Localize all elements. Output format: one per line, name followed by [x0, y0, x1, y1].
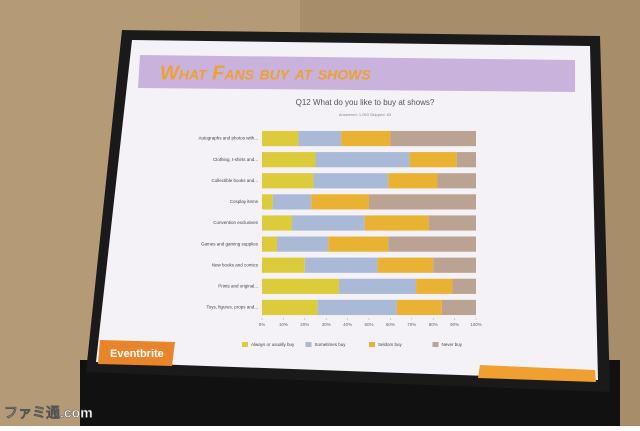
- x-tick-label: 40%: [343, 322, 352, 327]
- x-tick-label: 10%: [279, 322, 288, 327]
- bar-segment: [315, 152, 410, 168]
- x-tick-label: 0%: [259, 322, 266, 327]
- chart-title: Q12 What do you like to buy at shows?: [296, 98, 435, 107]
- y-tick-label: New books and comics: [212, 262, 259, 267]
- y-tick-label: Cosplay items: [230, 199, 259, 204]
- bar-segment: [298, 130, 342, 147]
- x-tick-label: 30%: [322, 322, 331, 327]
- x-tick-label: 20%: [300, 322, 309, 327]
- bar-segment: [262, 257, 305, 273]
- bar-segment: [452, 278, 476, 294]
- bar-segment: [317, 299, 397, 316]
- bar-segment: [409, 152, 457, 168]
- bar-segment: [396, 299, 442, 316]
- bar-segment: [311, 194, 369, 210]
- bar-segment: [339, 278, 417, 294]
- bar-segment: [377, 257, 434, 273]
- bar-segment: [304, 257, 378, 273]
- chart-subtitle: Answered: 1,053 Skipped: 83: [339, 112, 392, 117]
- bar-segment: [328, 236, 389, 252]
- x-tick-label: 50%: [364, 322, 373, 327]
- legend-swatch: [432, 342, 439, 347]
- x-tick-label: 70%: [407, 322, 416, 327]
- x-tick-label: 100%: [470, 322, 482, 327]
- bar-segment: [276, 236, 329, 252]
- bar-segment: [428, 215, 476, 231]
- y-tick-label: Collectible books and...: [211, 178, 258, 183]
- y-tick-label: Convention exclusives: [213, 220, 259, 225]
- bar-segment: [262, 130, 299, 147]
- legend-swatch: [369, 342, 375, 347]
- y-tick-label: Toys, figures, props and...: [206, 305, 258, 310]
- bar-segment: [369, 194, 476, 210]
- bar-segment: [416, 278, 453, 294]
- x-tick-label: 90%: [450, 322, 459, 327]
- bar-segment: [390, 130, 476, 147]
- y-tick-label: Clothing, t-shirts and...: [213, 157, 258, 162]
- legend-label: Always or usually buy: [251, 342, 295, 347]
- bar-segment: [341, 130, 391, 147]
- legend-label: Seldom buy: [378, 342, 403, 347]
- bar-segment: [313, 173, 389, 189]
- logo-box: [98, 340, 175, 366]
- logo: Eventbrite: [110, 348, 164, 360]
- legend-label: Never buy: [442, 342, 463, 347]
- bar-segment: [262, 299, 318, 316]
- bar-segment: [262, 215, 292, 231]
- bar-segment: [456, 152, 476, 168]
- y-tick-label: Autographs and photos with...: [198, 136, 258, 141]
- legend-swatch: [242, 342, 248, 347]
- x-tick-label: 80%: [429, 322, 438, 327]
- bar-segment: [262, 194, 273, 210]
- bar-segment: [262, 236, 277, 252]
- bar-segment: [262, 278, 340, 294]
- legend-label: Sometimes buy: [315, 342, 347, 347]
- bar-segment: [388, 173, 438, 189]
- bar-segment: [364, 215, 429, 231]
- x-tick-label: 60%: [386, 322, 395, 327]
- bar-segment: [272, 194, 312, 210]
- bar-segment: [262, 152, 316, 168]
- slide: [96, 40, 598, 380]
- title-band: [138, 55, 575, 92]
- footer-band: [478, 365, 596, 382]
- bar-segment: [433, 257, 476, 273]
- bar-segment: [441, 299, 476, 316]
- y-tick-label: Games and gaming supplies: [201, 241, 259, 246]
- bar-segment: [437, 173, 476, 189]
- y-tick-label: Prints and original...: [218, 284, 258, 289]
- bar-segment: [388, 236, 476, 252]
- bar-segment: [262, 173, 314, 189]
- slide-title: What Fans buy at shows: [160, 62, 371, 84]
- legend-swatch: [305, 342, 312, 347]
- watermark: ファミ通.com: [4, 405, 93, 421]
- bar-segment: [291, 215, 365, 231]
